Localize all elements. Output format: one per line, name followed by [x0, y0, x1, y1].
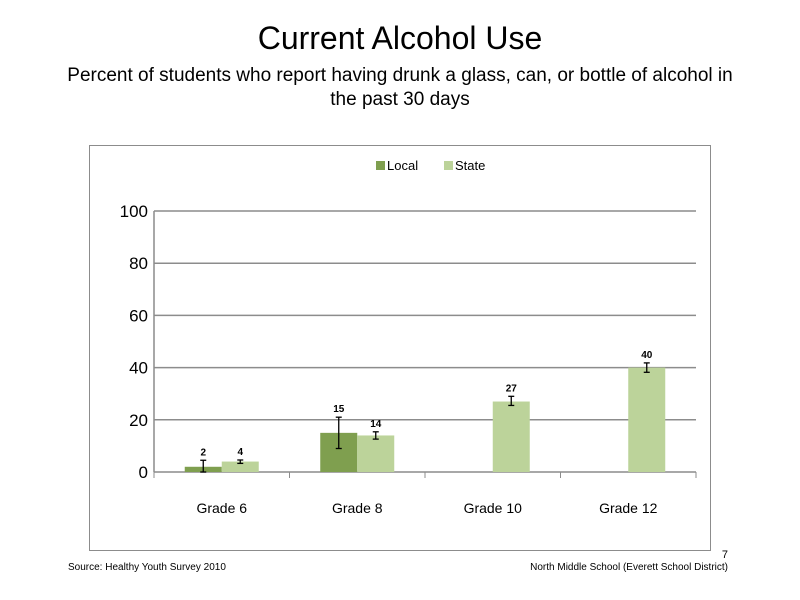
y-tick-label: 0 [139, 463, 148, 482]
slide-subtitle: Percent of students who report having dr… [67, 65, 733, 110]
x-tick-label: Grade 6 [196, 500, 247, 516]
x-tick-label: Grade 12 [599, 500, 658, 516]
x-tick-label: Grade 8 [332, 500, 383, 516]
y-tick-label: 80 [129, 254, 148, 273]
legend-label-local: Local [387, 158, 418, 173]
data-label: 4 [237, 447, 243, 458]
y-tick-label: 40 [129, 359, 148, 378]
y-tick-label: 100 [120, 202, 148, 221]
data-label: 14 [370, 419, 382, 430]
legend-swatch-local [376, 161, 385, 170]
legend-label-state: State [455, 158, 485, 173]
data-label: 15 [333, 404, 345, 415]
bar-chart: 0 20 40 60 80 100 Grade 6 Grade 8 Grade 10 Grade … [120, 158, 697, 516]
source-note: Source: Healthy Youth Survey 2010 [68, 562, 226, 573]
data-label: 40 [641, 350, 653, 361]
data-label: 2 [200, 447, 206, 458]
bar-state [492, 401, 530, 472]
y-tick-label: 20 [129, 411, 148, 430]
slide-title: Current Alcohol Use [257, 20, 543, 56]
data-label: 27 [506, 383, 518, 394]
page-number: 7 [721, 549, 728, 561]
bar-state [357, 435, 395, 472]
school-footer: North Middle School (Everett School Dist… [530, 562, 728, 573]
x-tick-label: Grade 10 [464, 500, 523, 516]
chart-frame: 0 20 40 60 80 100 Grade 6 Grade 8 Grade 10 Grade … [89, 145, 711, 551]
bar-state [628, 367, 666, 472]
legend-swatch-state [444, 161, 453, 170]
y-tick-label: 60 [129, 306, 148, 325]
bar-state [221, 461, 259, 472]
